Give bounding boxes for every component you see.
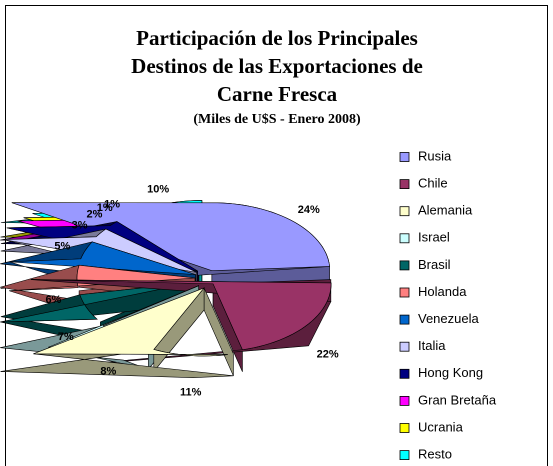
slice — [0, 281, 196, 323]
data-label: 1% — [104, 198, 120, 210]
legend-swatch — [399, 314, 410, 325]
legend-swatch — [399, 260, 410, 271]
chart-title: Participación de los Principales — [136, 26, 418, 50]
legend-label: Ucrania — [418, 419, 464, 434]
legend-label: Rusia — [418, 148, 452, 163]
data-label: 8% — [100, 366, 116, 378]
legend-swatch — [399, 152, 410, 162]
legend-label: Italia — [418, 338, 446, 353]
chart-title: Carne Fresca — [217, 82, 338, 106]
slice — [9, 264, 196, 292]
slice — [11, 202, 330, 272]
data-label: 6% — [45, 294, 61, 306]
chart-subtitle: (Miles de U$S - Enero 2008) — [193, 112, 361, 127]
data-label: 11% — [180, 386, 202, 398]
legend-label: Resto — [418, 447, 452, 462]
legend-swatch — [399, 450, 410, 461]
legend-label: Gran Bretaña — [418, 392, 497, 407]
legend-label: Holanda — [418, 284, 467, 299]
data-label: 7% — [58, 331, 74, 343]
data-label: 24% — [298, 204, 320, 216]
data-label: 3% — [72, 220, 88, 232]
legend-label: Chile — [418, 176, 448, 191]
data-label: 22% — [317, 349, 339, 361]
legend-swatch — [399, 233, 410, 244]
legend-label: Hong Kong — [418, 365, 483, 380]
legend-label: Brasil — [418, 257, 451, 272]
data-label: 2% — [87, 208, 103, 220]
legend-swatch — [399, 179, 410, 190]
data-label: 1% — [97, 202, 113, 214]
legend-label: Alemania — [418, 203, 473, 218]
data-label: 10% — [147, 183, 169, 195]
chart-title: Destinos de las Exportaciones de — [131, 54, 423, 78]
legend-swatch — [399, 287, 410, 298]
slice — [30, 279, 332, 351]
legend-swatch — [399, 368, 410, 379]
slice — [9, 241, 196, 275]
legend-swatch — [399, 423, 410, 433]
chart-border — [5, 5, 548, 466]
legend-swatch — [399, 395, 410, 406]
legend-label: Israel — [418, 230, 450, 245]
legend-label: Venezuela — [418, 311, 479, 326]
data-label: 5% — [54, 240, 70, 252]
legend-swatch — [399, 206, 410, 217]
legend-swatch — [399, 341, 410, 352]
slice — [33, 287, 228, 357]
slice — [0, 279, 332, 373]
slice — [0, 287, 234, 378]
